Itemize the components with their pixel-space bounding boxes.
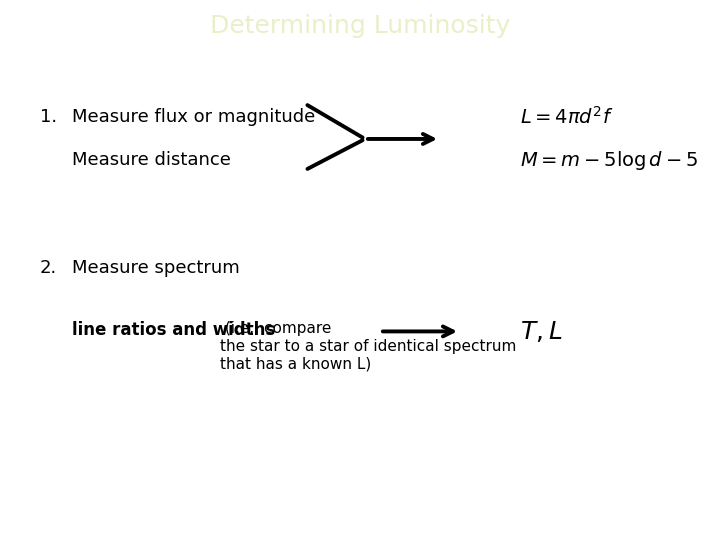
Text: $L = 4\pi d^2 f$: $L = 4\pi d^2 f$ bbox=[520, 106, 613, 128]
Text: $M = m - 5\log d - 5$: $M = m - 5\log d - 5$ bbox=[520, 148, 698, 172]
Text: Measure flux or magnitude: Measure flux or magnitude bbox=[72, 108, 315, 126]
Text: 2.: 2. bbox=[40, 259, 58, 277]
Text: 1.: 1. bbox=[40, 108, 57, 126]
Text: line ratios and widths: line ratios and widths bbox=[72, 321, 275, 339]
Text: Determining Luminosity: Determining Luminosity bbox=[210, 14, 510, 38]
Text: $T, L$: $T, L$ bbox=[520, 319, 562, 344]
Text: Measure distance: Measure distance bbox=[72, 151, 231, 169]
Text: (i.e., compare
the star to a star of identical spectrum
that has a known L): (i.e., compare the star to a star of ide… bbox=[220, 321, 516, 371]
Text: Measure spectrum: Measure spectrum bbox=[72, 259, 240, 277]
